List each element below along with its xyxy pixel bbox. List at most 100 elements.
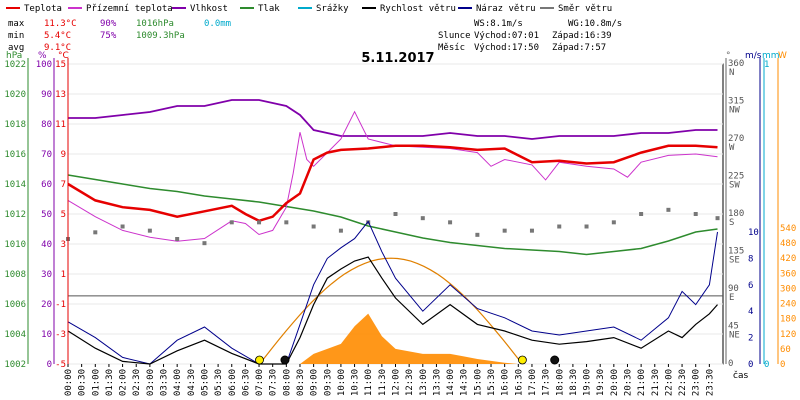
time-tick: 00:30 [78, 369, 88, 396]
hpa-tick: 1004 [4, 330, 26, 340]
wind-direction-point [229, 220, 234, 225]
hpa-tick: 1018 [4, 120, 26, 130]
legend: Teplota Přízemní teplota Vlhkost Tlak Srážky… [6, 4, 612, 14]
pct-tick: 100 [36, 60, 52, 70]
wind-direction-point [311, 224, 316, 229]
legend-label: Srážky [316, 4, 349, 14]
wind-direction-point [175, 237, 180, 241]
w-tick: 0 [780, 360, 785, 370]
hpa-tick: 1002 [4, 360, 26, 370]
time-tick: 08:00 [282, 369, 292, 396]
wind-wg: WG:10.8m/s [568, 19, 622, 29]
dir-tick: 90 [728, 284, 739, 294]
time-tick: 07:30 [269, 369, 279, 396]
wind-direction-point [715, 216, 720, 221]
time-tick: 22:00 [664, 369, 674, 396]
hpa-tick: 1006 [4, 300, 26, 310]
stat-min-press: 1009.3hPa [136, 31, 185, 41]
w-tick: 480 [780, 239, 796, 249]
c-tick: 3 [61, 240, 66, 250]
legend-label: Rychlost větru [380, 4, 456, 14]
c-unit: °C [58, 51, 69, 61]
time-tick: 20:30 [623, 369, 633, 396]
mm-tick: 0 [764, 360, 769, 370]
dir-tick: 45 [728, 322, 739, 332]
moon-label: Měsíc [438, 43, 465, 53]
wind-direction-point [257, 220, 262, 225]
dir-name: N [729, 68, 734, 78]
hpa-tick: 1012 [4, 210, 26, 220]
time-tick: 09:00 [310, 369, 320, 396]
time-tick: 13:30 [432, 369, 442, 396]
sun-label: Slunce [438, 31, 471, 41]
sun-set: Západ:16:39 [552, 31, 612, 41]
w-tick: 420 [780, 254, 796, 264]
time-tick: 03:30 [160, 369, 170, 396]
stat-max-press: 1016hPa [136, 19, 174, 29]
time-tick: 08:30 [296, 369, 306, 396]
dir-name: W [729, 143, 735, 153]
hpa-tick: 1010 [4, 240, 26, 250]
pct-tick: 90 [41, 90, 52, 100]
time-tick: 17:30 [542, 369, 552, 396]
stat-min-temp: 5.4°C [44, 31, 71, 41]
legend-label: Teplota [24, 4, 62, 14]
wind-direction-point [666, 207, 671, 212]
pct-tick: 50 [41, 210, 52, 220]
wind-ws: WS:8.1m/s [474, 19, 523, 29]
time-tick: 18:00 [555, 369, 565, 396]
hpa-unit: hPa [6, 51, 22, 61]
astro-block: WS:8.1m/s WG:10.8m/s Slunce Východ:07:01… [438, 19, 622, 53]
ms-tick: 0 [748, 360, 753, 370]
wind-direction-point [448, 220, 453, 225]
pressure-line [67, 174, 718, 256]
dir-tick: 0 [728, 359, 733, 369]
w-tick: 60 [780, 345, 791, 355]
time-tick: 15:00 [473, 369, 483, 396]
time-tick: 15:30 [487, 369, 497, 396]
ms-tick: 10 [748, 228, 759, 238]
deg-unit: ° [726, 51, 731, 61]
pct-tick: 0 [47, 360, 52, 370]
humidity-line [68, 99, 718, 140]
w-unit: W [778, 51, 787, 61]
wind-direction-point [529, 228, 534, 233]
w-tick: 120 [780, 330, 796, 340]
time-tick: 14:00 [446, 369, 456, 396]
ms-unit: m/s [745, 51, 762, 61]
legend-label: Přízemní teplota [86, 4, 173, 14]
wind-direction-point [284, 220, 289, 225]
stat-max-rain: 0.0mm [204, 19, 231, 29]
dir-name: E [729, 293, 734, 303]
w-tick: 540 [780, 224, 796, 234]
pct-tick: 80 [41, 120, 52, 130]
time-tick: 19:00 [583, 369, 593, 396]
dir-tick: 315 [728, 97, 744, 107]
c-tick: -1 [55, 300, 66, 310]
sun-rise: Východ:07:01 [474, 31, 539, 41]
w-tick: 180 [780, 315, 796, 325]
time-tick: 13:00 [419, 369, 429, 396]
w-tick: 300 [780, 284, 796, 294]
time-tick: 07:00 [255, 369, 265, 396]
c-tick: 15 [55, 60, 66, 70]
wind-direction-point [557, 224, 562, 229]
c-tick: 11 [55, 120, 66, 130]
w-tick: 360 [780, 269, 796, 279]
wind-speed-line [67, 256, 718, 365]
wind-direction-point [584, 224, 589, 229]
chart-title: 5.11.2017 [361, 51, 434, 66]
gust-line [67, 220, 718, 365]
dir-name: NE [729, 331, 740, 341]
sunset-icon [518, 355, 527, 365]
hpa-tick: 1014 [4, 180, 26, 190]
stat-min-label: min [8, 31, 24, 41]
time-tick: 23:00 [692, 369, 702, 396]
c-tick: 1 [61, 270, 66, 280]
ms-tick: 8 [748, 254, 753, 264]
time-tick: 02:00 [119, 369, 129, 396]
pct-tick: 30 [41, 270, 52, 280]
moonrise-icon [550, 355, 560, 365]
hpa-tick: 1008 [4, 270, 26, 280]
